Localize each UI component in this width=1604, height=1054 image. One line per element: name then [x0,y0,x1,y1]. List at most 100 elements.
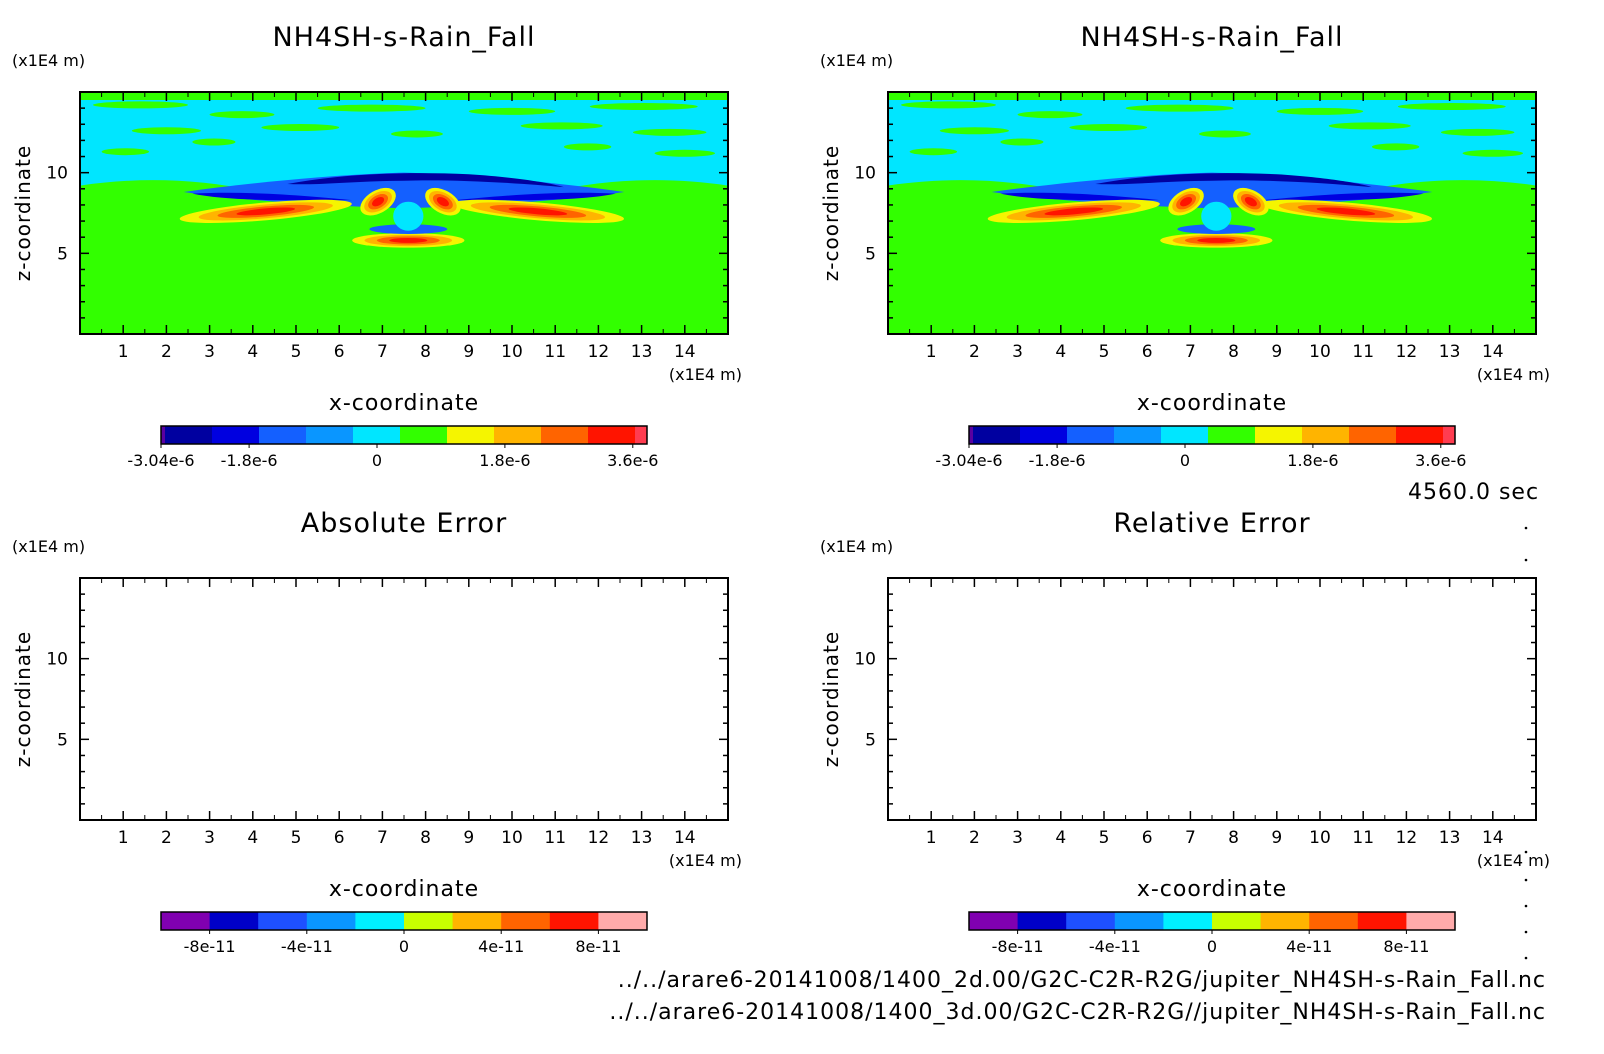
x-unit-label: (x1E4 m) [1477,365,1550,384]
colorbar: -3.04e-6 -1.8e-6 0 1.8e-6 3.6e-6 [935,425,1466,470]
colorbar-segment [1302,426,1350,444]
colorbar-tick-label: 0 [1207,937,1217,956]
x-tick-label: 7 [1185,828,1196,848]
x-tick-label: 11 [1352,828,1374,848]
field-streak [1276,107,1364,115]
colorbar-segment [1114,426,1162,444]
colorbar-tick-label: 1.8e-6 [1287,451,1338,470]
field-cyan-stem [1201,201,1232,231]
x-tick-label: 13 [631,342,653,362]
x-tick-label: 8 [420,342,431,362]
contour-field [80,92,728,334]
x-tick-label: 1 [926,828,937,848]
y-unit-label: (x1E4 m) [820,537,893,556]
colorbar-segment [353,426,401,444]
marker-dot [1524,930,1528,934]
x-unit-label: (x1E4 m) [1477,851,1550,870]
y-axis-label: z-coordinate [819,631,843,767]
colorbar-segment [165,426,213,444]
field-streak [1000,138,1044,146]
y-tick-label: 10 [854,164,876,184]
x-tick-label: 6 [334,342,345,362]
y-tick-label: 10 [46,164,68,184]
field-streak [1371,143,1420,151]
y-axis-label: z-coordinate [11,145,35,281]
field-warm-arm-left [1180,197,1193,207]
y-unit-label: (x1E4 m) [820,51,893,70]
field-streak [131,127,201,135]
colorbar-tick-label: 4e-11 [1286,937,1332,956]
x-tick-label: 4 [247,342,258,362]
x-tick-label: 1 [118,828,129,848]
y-tick-label: 5 [865,244,876,264]
field-streak [92,101,188,109]
field-streak [209,111,275,119]
field-streak [589,103,698,111]
panel-1: NH4SH-s-Rain_Fall(x1E4 m)1 2 3 4 5 6 7 8 9 10 11 12… [11,22,742,470]
x-tick-label: 10 [501,828,523,848]
x-tick-label: 5 [291,828,302,848]
colorbar-segment [355,912,405,930]
x-tick-label: 6 [334,828,345,848]
colorbar-segment [549,912,599,930]
field-blue-right [1263,192,1424,201]
x-tick-label: 14 [1482,828,1504,848]
colorbar: -8e-11 -4e-11 0 4e-11 8e-11 [968,911,1456,956]
x-tick-label: 1 [926,342,937,362]
panel-4: Relative Error(x1E4 m)1 2 3 4 5 6 7 8 9 10 11 12 13 1… [819,508,1550,956]
field-cyan-stem [393,201,424,231]
marker-dot [1524,558,1528,562]
colorbar-segment [1017,912,1067,930]
field-streak [909,148,958,156]
colorbar-segment [1260,912,1310,930]
colorbar: -8e-11 -4e-11 0 4e-11 8e-11 [160,911,648,956]
x-tick-label: 5 [1099,342,1110,362]
colorbar-tick-label: 0 [399,937,409,956]
field-warm-lobe-left [1044,207,1104,216]
field-streak [1199,130,1251,138]
x-tick-label: 3 [1012,828,1023,848]
contour-field [888,92,1536,334]
field-streak [1017,111,1083,119]
colorbar-segment [1406,912,1456,930]
colorbar-frame [160,425,648,445]
x-tick-label: 6 [1142,828,1153,848]
x-tick-label: 2 [161,342,172,362]
x-tick-label: 4 [1055,342,1066,362]
field-streak [520,122,603,130]
y-tick-label: 10 [46,650,68,670]
x-tick-label: 1 [118,342,129,362]
colorbar-segment [306,426,354,444]
colorbar-segment [161,912,211,930]
y-tick-label: 10 [854,650,876,670]
colorbar-segment [635,426,648,444]
panel-title: NH4SH-s-Rain_Fall [1080,22,1343,53]
colorbar-segment [404,912,454,930]
colorbar-tick-label: 4e-11 [478,937,524,956]
x-tick-label: 7 [377,828,388,848]
field-streak [563,143,612,151]
file-path-1: ../../arare6-20141008/1400_2d.00/G2C-C2R… [617,968,1546,993]
x-axis-label: x-coordinate [329,391,479,416]
field-streak [1397,103,1506,111]
x-unit-label: (x1E4 m) [669,365,742,384]
colorbar-tick-label: -1.8e-6 [1029,451,1086,470]
colorbar-tick-label: 8e-11 [575,937,621,956]
x-tick-label: 10 [1309,342,1331,362]
x-tick-label: 4 [1055,828,1066,848]
colorbar-segment [969,426,974,444]
y-tick-label: 5 [865,730,876,750]
x-tick-label: 8 [1228,342,1239,362]
field-dark-band [1095,173,1372,188]
x-unit-label: (x1E4 m) [669,851,742,870]
panel-title: Relative Error [1113,508,1310,539]
colorbar-segment [973,426,1021,444]
colorbar-tick-label: 3.6e-6 [1415,451,1466,470]
colorbar-segment [447,426,495,444]
x-tick-label: 2 [969,828,980,848]
colorbar-segment [1161,426,1209,444]
plot-frame [79,577,729,821]
field-streak [1462,149,1524,157]
colorbar-segment [598,912,648,930]
